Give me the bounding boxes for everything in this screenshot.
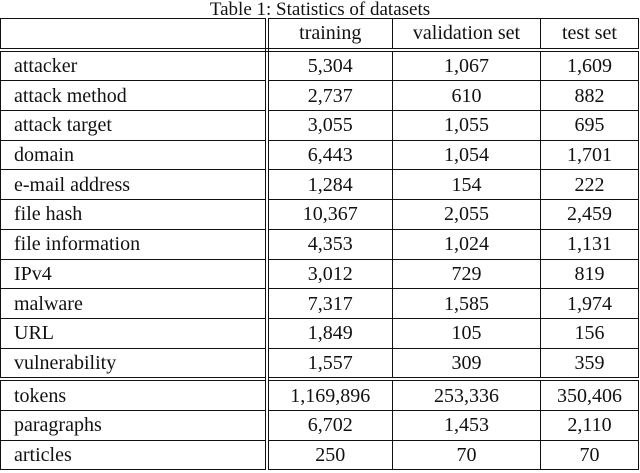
row-label: attack method (0, 80, 269, 112)
cell-validation: 1,024 (392, 228, 541, 260)
cell-validation: 610 (392, 80, 541, 112)
cell-validation: 154 (392, 169, 541, 201)
cell-test: 695 (540, 110, 639, 141)
cell-test: 70 (540, 439, 639, 471)
statistics-table: training validation set test set attacke… (0, 17, 639, 471)
row-label: file hash (0, 199, 269, 230)
row-label: file information (0, 228, 269, 260)
cell-training: 3,012 (266, 258, 393, 290)
cell-validation: 1,067 (392, 49, 541, 82)
table-row: domain 6,443 1,054 1,701 (0, 139, 639, 171)
cell-training: 7,317 (266, 288, 393, 319)
header-training: training (266, 17, 393, 52)
table-row: vulnerability 1,557 309 359 (0, 347, 639, 380)
table-row: attack method 2,737 610 882 (0, 80, 639, 112)
table-row: URL 1,849 105 156 (0, 317, 639, 349)
header-validation: validation set (392, 17, 541, 52)
table-row: file information 4,353 1,024 1,131 (0, 228, 639, 260)
cell-training: 1,849 (266, 317, 393, 349)
cell-training: 6,702 (266, 409, 393, 441)
cell-validation: 70 (392, 439, 541, 471)
summary-row: tokens 1,169,896 253,336 350,406 (0, 377, 639, 411)
table-caption: Table 1: Statistics of datasets (209, 0, 431, 20)
cell-validation: 729 (392, 258, 541, 290)
cell-test: 359 (540, 347, 639, 380)
cell-validation: 1,054 (392, 139, 541, 171)
cell-training: 5,304 (266, 49, 393, 82)
row-label: articles (0, 439, 269, 471)
row-label: attacker (0, 49, 269, 82)
cell-validation: 1,055 (392, 110, 541, 141)
row-label: domain (0, 139, 269, 171)
cell-test: 2,110 (540, 409, 639, 441)
row-label: vulnerability (0, 347, 269, 380)
header-label (0, 17, 269, 52)
cell-validation: 2,055 (392, 199, 541, 230)
cell-validation: 309 (392, 347, 541, 380)
cell-test: 1,131 (540, 228, 639, 260)
cell-test: 819 (540, 258, 639, 290)
cell-test: 222 (540, 169, 639, 201)
cell-test: 1,701 (540, 139, 639, 171)
header-test: test set (540, 17, 639, 52)
cell-test: 2,459 (540, 199, 639, 230)
table-row: IPv4 3,012 729 819 (0, 258, 639, 290)
cell-test: 350,406 (540, 377, 639, 411)
table-row: malware 7,317 1,585 1,974 (0, 288, 639, 319)
row-label: e-mail address (0, 169, 269, 201)
summary-row: articles 250 70 70 (0, 439, 639, 471)
cell-training: 250 (266, 439, 393, 471)
table-row: attack target 3,055 1,055 695 (0, 110, 639, 141)
cell-training: 2,737 (266, 80, 393, 112)
cell-validation: 253,336 (392, 377, 541, 411)
row-label: tokens (0, 377, 269, 411)
row-label: URL (0, 317, 269, 349)
row-label: paragraphs (0, 409, 269, 441)
cell-validation: 1,453 (392, 409, 541, 441)
cell-training: 1,557 (266, 347, 393, 380)
cell-test: 1,609 (540, 49, 639, 82)
row-label: malware (0, 288, 269, 319)
cell-test: 156 (540, 317, 639, 349)
cell-training: 3,055 (266, 110, 393, 141)
cell-validation: 105 (392, 317, 541, 349)
cell-test: 1,974 (540, 288, 639, 319)
summary-row: paragraphs 6,702 1,453 2,110 (0, 409, 639, 441)
row-label: attack target (0, 110, 269, 141)
table-row: attacker 5,304 1,067 1,609 (0, 49, 639, 82)
table-row: file hash 10,367 2,055 2,459 (0, 199, 639, 230)
cell-training: 10,367 (266, 199, 393, 230)
cell-test: 882 (540, 80, 639, 112)
cell-training: 6,443 (266, 139, 393, 171)
cell-validation: 1,585 (392, 288, 541, 319)
cell-training: 4,353 (266, 228, 393, 260)
row-label: IPv4 (0, 258, 269, 290)
table-row: e-mail address 1,284 154 222 (0, 169, 639, 201)
cell-training: 1,169,896 (266, 377, 393, 411)
cell-training: 1,284 (266, 169, 393, 201)
table-header-row: training validation set test set (0, 17, 639, 52)
